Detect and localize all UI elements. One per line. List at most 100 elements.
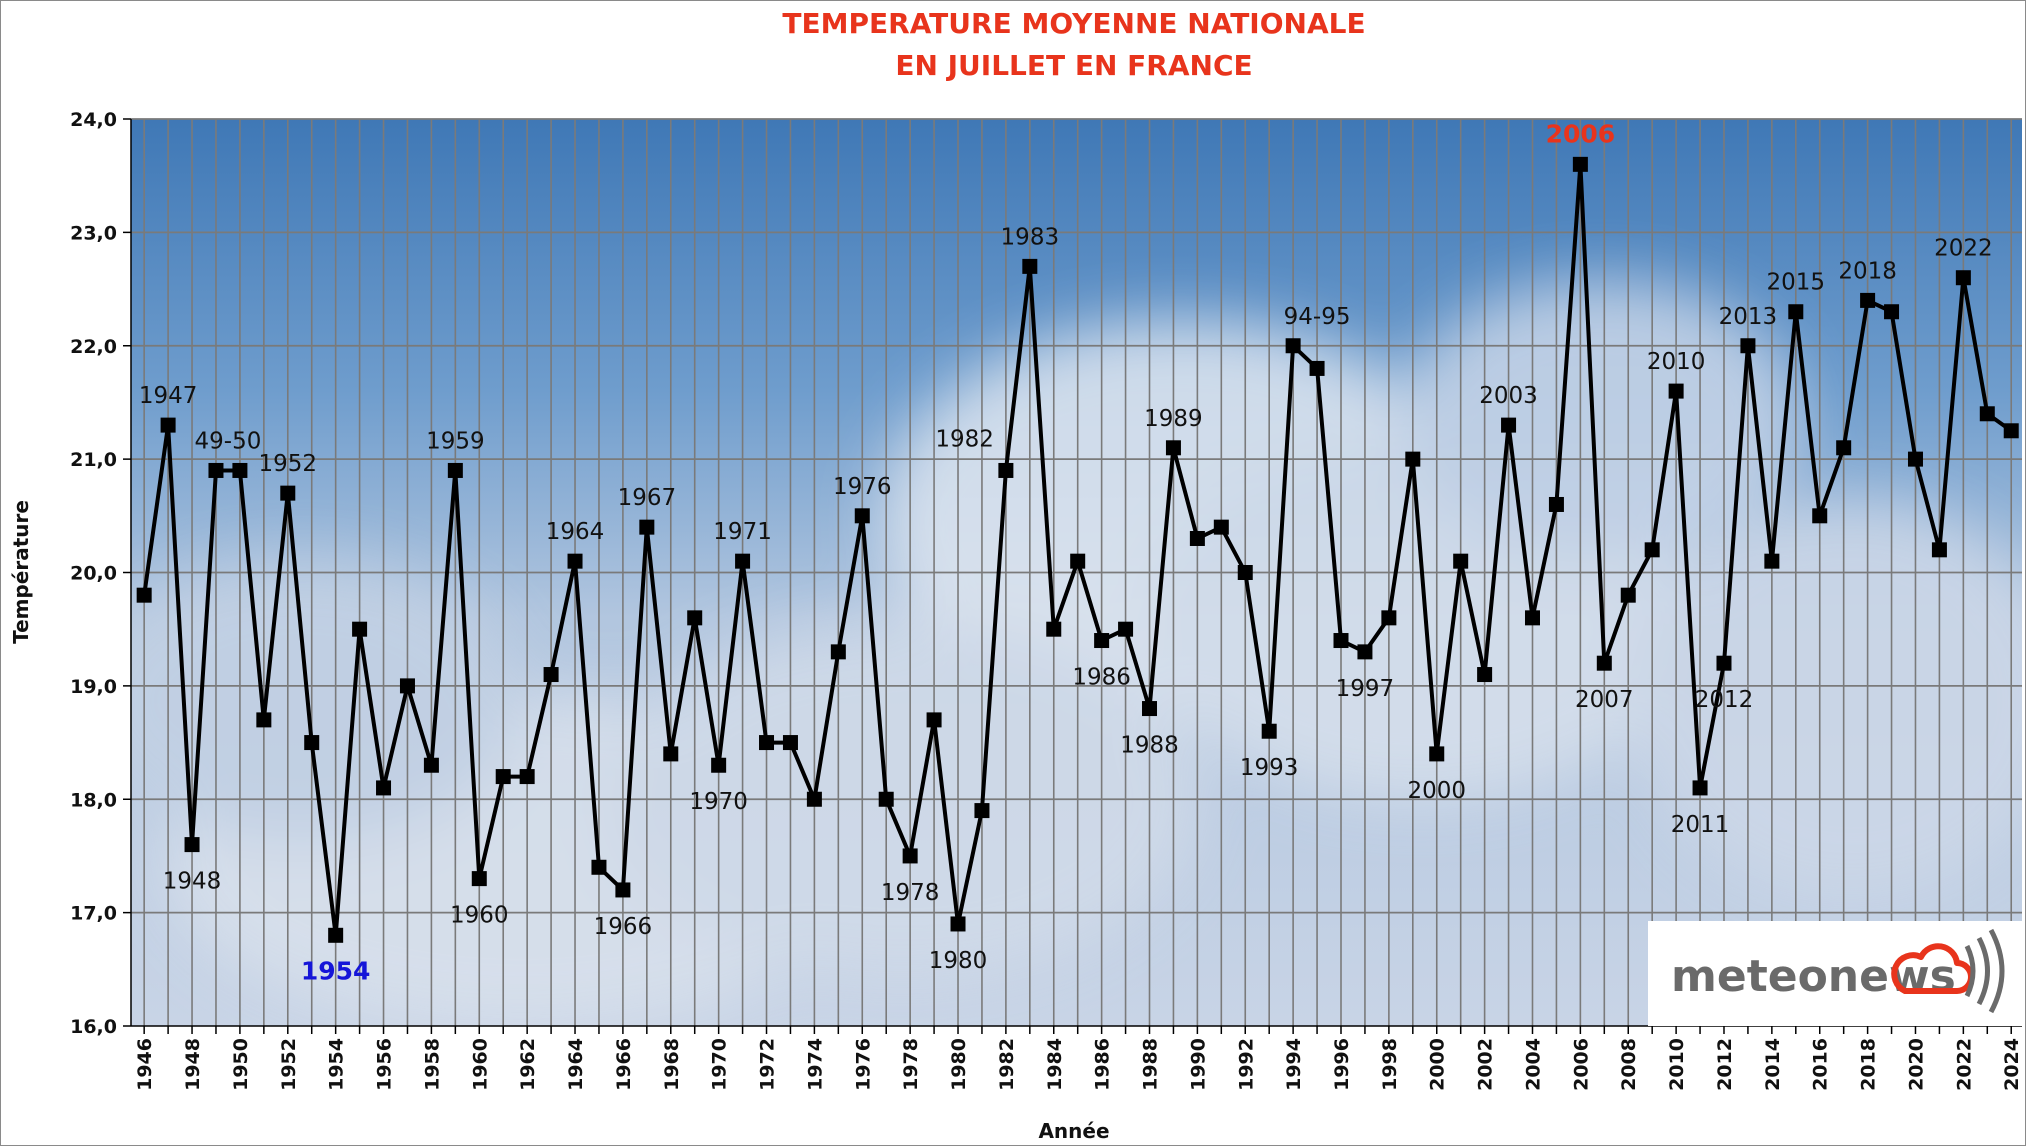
data-point	[782, 735, 798, 751]
annotation-label: 2011	[1671, 812, 1730, 838]
data-point	[1501, 417, 1517, 433]
data-point	[2003, 423, 2019, 439]
data-point	[759, 735, 775, 751]
chart-title: TEMPERATURE MOYENNE NATIONALE	[782, 7, 1365, 40]
x-tick-label: 2000	[1427, 1038, 1449, 1091]
data-point	[1955, 270, 1971, 286]
x-tick-label: 1962	[517, 1038, 539, 1091]
data-point	[1884, 304, 1900, 320]
data-point	[1907, 451, 1923, 467]
x-tick-label: 1946	[134, 1038, 156, 1091]
x-tick-label: 1978	[900, 1038, 922, 1091]
data-point	[567, 553, 583, 569]
x-tick-label: 2006	[1570, 1038, 1592, 1091]
data-point	[974, 803, 990, 819]
data-point	[998, 462, 1014, 478]
data-point	[902, 848, 918, 864]
data-point	[1644, 542, 1660, 558]
annotation-label: 1970	[689, 789, 748, 815]
data-point	[1764, 553, 1780, 569]
x-tick-label: 1952	[278, 1038, 300, 1091]
annotation-label: 1947	[139, 383, 198, 409]
x-axis-ticks: 1946 1948 1950 1952 1954 1956 1958 1960 1962 1964…	[134, 1026, 2023, 1091]
y-axis-ticks: 16,0 17,0 18,0 19,0 20,0 21,0 22,0 23,0 24,0	[70, 109, 131, 1038]
data-point	[1812, 508, 1828, 524]
data-point	[1979, 406, 1995, 422]
x-tick-label: 2024	[2001, 1038, 2023, 1091]
x-tick-label: 2020	[1905, 1038, 1927, 1091]
annotation-label: 1976	[833, 474, 892, 500]
annotation-label: 1948	[163, 869, 222, 895]
x-tick-label: 1976	[852, 1038, 874, 1091]
x-tick-label: 1950	[230, 1038, 252, 1091]
data-point	[1860, 292, 1876, 308]
x-tick-label: 2002	[1475, 1038, 1497, 1091]
data-point	[1285, 338, 1301, 354]
data-point	[304, 735, 320, 751]
data-point	[735, 553, 751, 569]
data-point	[1333, 633, 1349, 649]
data-point	[1405, 451, 1421, 467]
x-tick-label: 1986	[1092, 1038, 1114, 1091]
y-axis-label: Température	[9, 500, 33, 644]
data-point	[495, 769, 511, 785]
x-tick-label: 1990	[1187, 1038, 1209, 1091]
data-point	[1237, 565, 1253, 580]
annotation-label: 1954	[301, 956, 371, 985]
x-tick-label: 1974	[804, 1038, 826, 1091]
data-point	[1548, 496, 1564, 512]
x-tick-label: 2012	[1714, 1038, 1736, 1091]
data-point	[1189, 530, 1205, 546]
annotation-label: 1959	[426, 428, 485, 454]
x-tick-label: 1966	[613, 1038, 635, 1091]
x-tick-label: 1970	[709, 1038, 731, 1091]
data-point	[1788, 304, 1804, 320]
data-point	[1572, 156, 1588, 172]
annotation-label: 1952	[259, 451, 318, 477]
data-point	[471, 871, 487, 887]
data-point	[1740, 338, 1756, 354]
data-point	[1429, 746, 1445, 762]
data-point	[352, 621, 368, 637]
data-point	[1261, 723, 1277, 739]
data-point	[1453, 553, 1469, 569]
data-point	[687, 610, 703, 626]
x-tick-label: 1960	[469, 1038, 491, 1091]
annotation-label: 1988	[1120, 733, 1179, 759]
y-tick-label: 17,0	[70, 903, 117, 925]
data-point	[1524, 610, 1540, 626]
x-tick-label: 2014	[1762, 1038, 1784, 1091]
series-markers	[136, 156, 2019, 943]
data-point	[639, 519, 655, 535]
x-tick-label: 1958	[421, 1038, 443, 1091]
x-tick-label: 2018	[1858, 1038, 1880, 1091]
x-tick-label: 1954	[326, 1038, 348, 1091]
x-tick-label: 1964	[565, 1038, 587, 1091]
data-point	[1118, 621, 1134, 637]
data-point	[878, 791, 894, 807]
x-tick-label: 1968	[661, 1038, 683, 1091]
data-point	[1836, 440, 1852, 456]
x-tick-label: 2008	[1618, 1038, 1640, 1091]
x-tick-label: 2016	[1810, 1038, 1832, 1091]
data-point	[184, 837, 200, 853]
annotation-label: 2000	[1407, 778, 1466, 804]
annotation-label: 1983	[1001, 224, 1060, 250]
x-tick-label: 1996	[1331, 1038, 1353, 1091]
data-point	[399, 678, 415, 694]
y-tick-label: 21,0	[70, 449, 117, 471]
y-tick-label: 16,0	[70, 1016, 117, 1038]
data-point	[950, 916, 966, 932]
data-point	[1381, 610, 1397, 626]
annotation-label: 2012	[1695, 687, 1754, 713]
data-point	[591, 859, 607, 875]
x-tick-label: 1972	[757, 1038, 779, 1091]
data-point	[1477, 667, 1493, 683]
cloud-icon	[1891, 928, 2005, 1014]
data-point	[926, 712, 942, 728]
data-point	[1716, 655, 1732, 671]
annotation-label: 2010	[1647, 349, 1706, 375]
data-point	[830, 644, 846, 660]
data-point	[806, 791, 822, 807]
